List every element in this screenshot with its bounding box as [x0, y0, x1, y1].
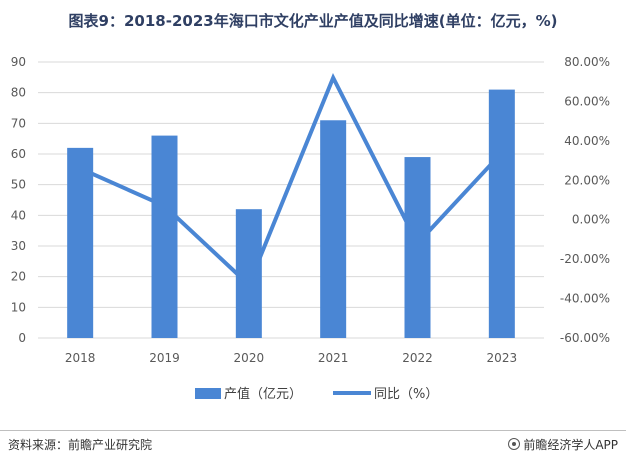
right-axis-ticks: -60.00% -40.00% -20.00% 0.00% 20.00% 40.00% 60…: [560, 55, 610, 345]
left-tick-label: 10: [11, 300, 26, 314]
chart-title: 图表9：2018-2023年海口市文化产业产值及同比增速(单位：亿元，%): [68, 12, 558, 30]
right-tick-label: 60.00%: [564, 94, 610, 108]
bars: [67, 89, 515, 339]
right-tick-label: 80.00%: [564, 55, 610, 69]
source-text: 资料来源：前瞻产业研究院: [8, 438, 153, 452]
x-tick-label: 2018: [65, 351, 96, 365]
left-tick-label: 70: [11, 116, 26, 130]
brand-logo-icon: [508, 438, 521, 450]
x-tick-label: 2020: [234, 351, 265, 365]
left-axis-ticks: 0 10 20 30 40 50 60 70 80 90: [11, 55, 26, 345]
left-tick-label: 40: [11, 208, 26, 222]
right-tick-label: 0.00%: [572, 213, 610, 227]
left-tick-label: 30: [11, 239, 26, 253]
x-axis-ticks: 2018 2019 2020 2021 2022 2023: [65, 351, 517, 365]
left-tick-label: 80: [11, 86, 26, 100]
legend-bar-label: 产值（亿元）: [224, 386, 302, 402]
left-tick-label: 50: [11, 178, 26, 192]
legend-line-label: 同比（%）: [374, 387, 438, 402]
bar-2021: [320, 120, 347, 339]
bar-2020: [235, 209, 262, 338]
right-tick-label: 40.00%: [564, 134, 610, 148]
left-tick-label: 90: [11, 55, 26, 69]
bar-2019: [151, 135, 178, 338]
x-tick-label: 2019: [149, 351, 180, 365]
x-tick-label: 2022: [402, 351, 433, 365]
right-tick-label: -60.00%: [560, 331, 610, 345]
legend-bar-swatch: [195, 388, 221, 399]
legend: 产值（亿元） 同比（%）: [195, 386, 438, 402]
x-tick-label: 2023: [487, 351, 518, 365]
bar-2023: [488, 89, 515, 338]
x-tick-label: 2021: [318, 351, 349, 365]
gridlines: [38, 61, 544, 339]
right-tick-label: 20.00%: [564, 173, 610, 187]
left-tick-label: 60: [11, 147, 26, 161]
growth-polyline: [79, 72, 504, 289]
right-tick-label: -40.00%: [560, 292, 610, 306]
footer: 资料来源：前瞻产业研究院 前瞻经济学人APP: [0, 430, 626, 457]
left-tick-label: 20: [11, 270, 26, 284]
bar-2018: [67, 147, 94, 338]
growth-line: [79, 72, 504, 289]
credit-text: 前瞻经济学人APP: [523, 438, 618, 452]
left-tick-label: 0: [18, 331, 26, 345]
bar-2022: [404, 157, 431, 338]
credit: 前瞻经济学人APP: [508, 436, 618, 453]
right-tick-label: -20.00%: [560, 252, 610, 266]
